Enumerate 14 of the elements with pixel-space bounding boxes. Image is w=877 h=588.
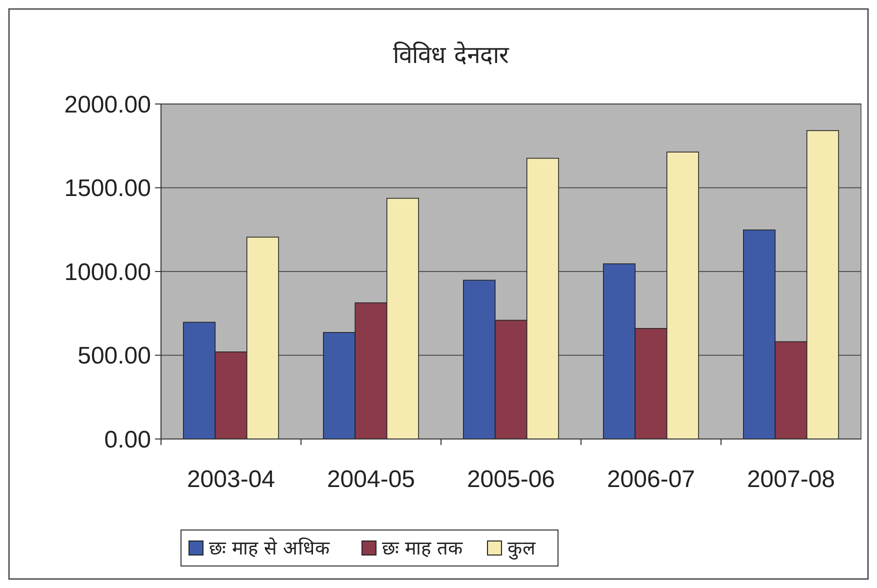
chart-title: विविध देनदार xyxy=(393,41,510,69)
legend-label: छः माह तक xyxy=(382,538,464,560)
legend-label: छः माह से अधिक xyxy=(209,536,330,560)
y-tick-label: 1000.00 xyxy=(64,258,151,286)
legend-label: कुल xyxy=(508,538,536,561)
x-tick-label: 2005-06 xyxy=(466,466,556,493)
y-tick-label: 2000.00 xyxy=(64,91,151,118)
x-tick-label: 2003-04 xyxy=(186,466,276,493)
x-tick-label: 2007-08 xyxy=(746,466,836,493)
y-tick-label: 1500.00 xyxy=(64,175,151,202)
y-tick-label: 500.00 xyxy=(78,342,151,370)
x-tick-label: 2004-05 xyxy=(326,466,416,493)
x-tick-label: 2006-07 xyxy=(606,466,696,493)
y-tick-label: 0.00 xyxy=(104,426,151,454)
